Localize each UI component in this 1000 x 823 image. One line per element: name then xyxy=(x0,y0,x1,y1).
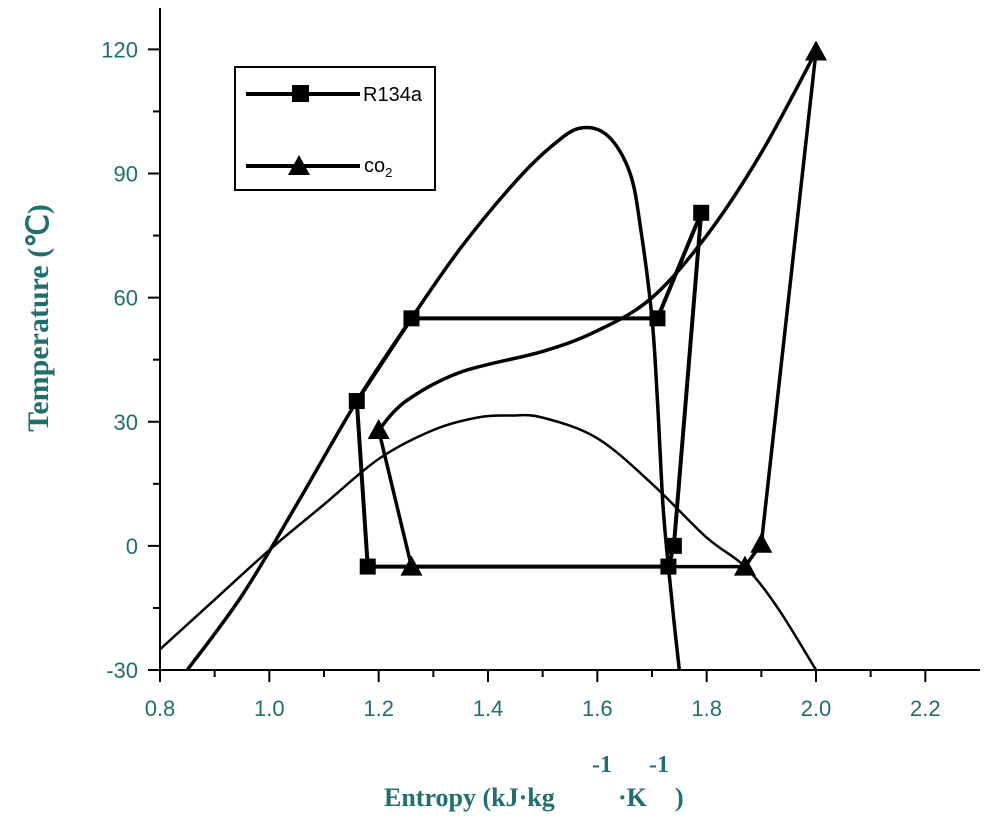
co2-point xyxy=(367,419,390,440)
legend-marker-square xyxy=(292,85,309,102)
r134a-point xyxy=(649,310,666,327)
r134a-point xyxy=(403,310,420,327)
series-markers xyxy=(348,40,827,576)
x-axis-title-exp1: -1 xyxy=(592,752,612,778)
r134a-cycle-line xyxy=(354,212,704,569)
x-axis-title: Entropy (kJ·kg -1 ·K -1 ) xyxy=(384,752,684,812)
x-tick-label: 1.4 xyxy=(473,696,504,721)
co2-cycle-line xyxy=(376,50,818,569)
saturation-domes xyxy=(159,125,818,672)
tick-marks xyxy=(148,48,927,682)
y-tick-label: 120 xyxy=(101,37,138,62)
axes xyxy=(159,8,980,671)
co2-saturation-dome xyxy=(159,413,818,671)
y-tick-label: 0 xyxy=(126,534,138,559)
x-tick-label: 0.8 xyxy=(145,696,176,721)
y-tick-label: 90 xyxy=(114,162,138,187)
legend-box xyxy=(234,66,436,191)
x-axis-title-close: ) xyxy=(675,783,684,812)
x-tick-label: 1.2 xyxy=(363,696,394,721)
x-tick-label: 1.8 xyxy=(691,696,722,721)
co2-point xyxy=(805,40,827,61)
x-axis-title-exp2: -1 xyxy=(649,752,669,778)
r134a-saturation-dome xyxy=(185,125,682,672)
y-tick-label: 30 xyxy=(114,410,138,435)
x-axis-title-main: Entropy (kJ·kg xyxy=(384,783,555,812)
r134a-point xyxy=(359,558,376,575)
y-tick-label: 60 xyxy=(114,286,138,311)
x-tick-label: 2.2 xyxy=(910,696,941,721)
legend: R134a co2 xyxy=(234,66,436,191)
x-tick-label: 2.0 xyxy=(801,696,832,721)
r134a-point xyxy=(348,393,365,410)
x-tick-label: 1.6 xyxy=(582,696,613,721)
y-tick-labels: -30 0 30 60 90 120 xyxy=(101,37,138,683)
co2-point xyxy=(400,555,423,576)
legend-marker-triangle xyxy=(288,155,310,175)
r134a-point xyxy=(665,537,682,554)
y-axis-title: Temperature (℃) xyxy=(22,204,55,432)
co2-point xyxy=(750,532,773,553)
legend-label-r134a: R134a xyxy=(363,84,423,106)
r134a-point xyxy=(660,558,677,575)
x-tick-label: 1.0 xyxy=(254,696,285,721)
co2-point xyxy=(733,555,756,576)
r134a-point xyxy=(693,204,710,221)
y-tick-label: -30 xyxy=(106,658,138,683)
x-tick-labels: 0.8 1.0 1.2 1.4 1.6 1.8 2.0 2.2 xyxy=(145,696,941,721)
legend-label-co2: co2 xyxy=(364,155,392,180)
x-axis-title-k: ·K xyxy=(618,783,648,812)
